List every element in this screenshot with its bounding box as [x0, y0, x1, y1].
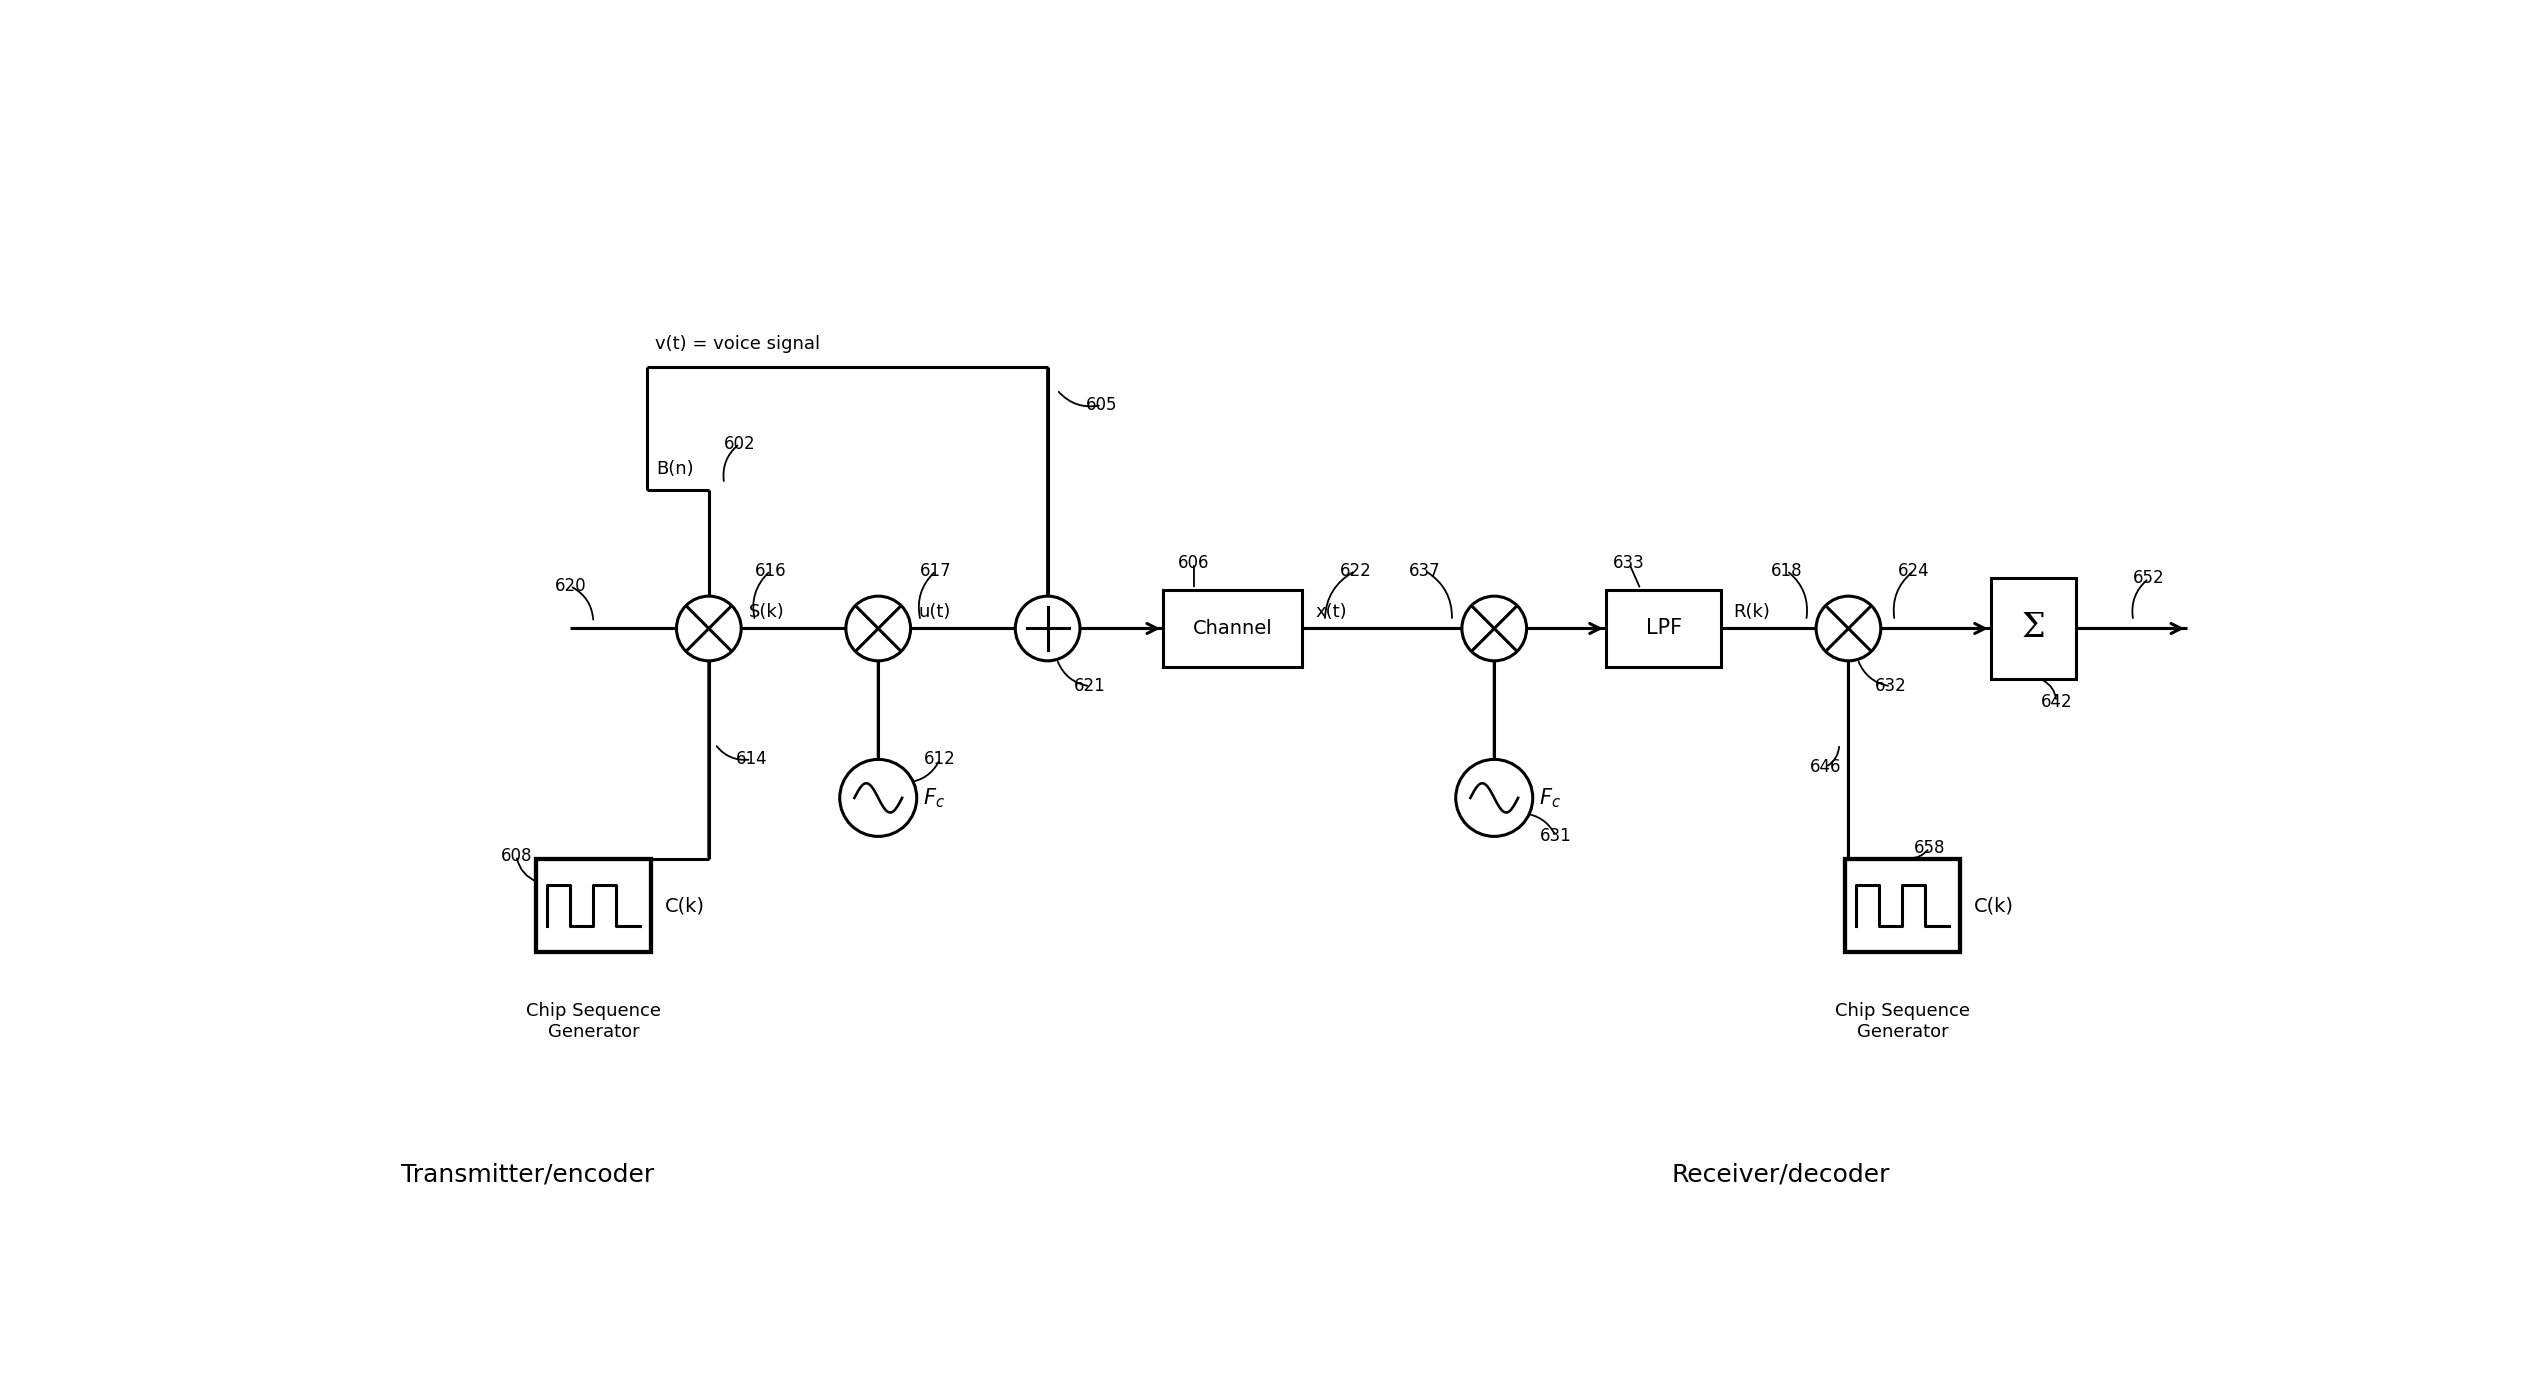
- Text: 631: 631: [1539, 827, 1572, 845]
- Text: 618: 618: [1770, 562, 1803, 580]
- Text: Receiver/decoder: Receiver/decoder: [1671, 1163, 1890, 1186]
- Text: $F_c$: $F_c$: [922, 786, 945, 809]
- Text: LPF: LPF: [1646, 619, 1681, 638]
- Text: 632: 632: [1875, 677, 1908, 695]
- Text: 612: 612: [925, 750, 955, 768]
- Circle shape: [1455, 760, 1532, 837]
- Circle shape: [1463, 597, 1527, 661]
- Text: 622: 622: [1339, 562, 1372, 580]
- Text: x(t): x(t): [1316, 602, 1346, 621]
- Text: C(k): C(k): [665, 896, 706, 916]
- Text: 608: 608: [500, 847, 531, 865]
- Text: 642: 642: [2040, 693, 2073, 711]
- Bar: [1605, 590, 1722, 667]
- Bar: [1163, 590, 1303, 667]
- Text: B(n): B(n): [655, 460, 693, 478]
- Text: Chip Sequence
Generator: Chip Sequence Generator: [526, 1003, 660, 1041]
- Text: 646: 646: [1808, 758, 1842, 776]
- Text: 637: 637: [1410, 562, 1440, 580]
- Text: 624: 624: [1897, 562, 1930, 580]
- Text: Channel: Channel: [1194, 619, 1273, 638]
- Text: 621: 621: [1074, 677, 1105, 695]
- Circle shape: [841, 760, 917, 837]
- Circle shape: [846, 597, 912, 661]
- Bar: [1844, 859, 1961, 952]
- Circle shape: [1016, 597, 1080, 661]
- Text: R(k): R(k): [1732, 602, 1770, 621]
- Text: Transmitter/encoder: Transmitter/encoder: [401, 1163, 655, 1186]
- Text: 658: 658: [1913, 838, 1946, 858]
- Text: v(t) = voice signal: v(t) = voice signal: [655, 334, 820, 352]
- Text: 633: 633: [1613, 554, 1646, 572]
- Text: 652: 652: [2134, 569, 2164, 587]
- Text: 602: 602: [724, 435, 754, 453]
- Text: 605: 605: [1085, 396, 1118, 414]
- Text: 606: 606: [1179, 554, 1209, 572]
- Text: S(k): S(k): [749, 602, 785, 621]
- Text: 614: 614: [737, 750, 767, 768]
- Text: 620: 620: [554, 577, 587, 595]
- Text: Chip Sequence
Generator: Chip Sequence Generator: [1834, 1003, 1971, 1041]
- Text: $F_c$: $F_c$: [1539, 786, 1560, 809]
- Text: u(t): u(t): [919, 602, 950, 621]
- Bar: [536, 859, 650, 952]
- Text: 616: 616: [754, 562, 787, 580]
- Text: Σ: Σ: [2022, 613, 2045, 645]
- Text: 617: 617: [919, 562, 952, 580]
- Circle shape: [1816, 597, 1880, 661]
- Text: C(k): C(k): [1974, 896, 2014, 916]
- Bar: [1991, 579, 2075, 678]
- Circle shape: [676, 597, 742, 661]
